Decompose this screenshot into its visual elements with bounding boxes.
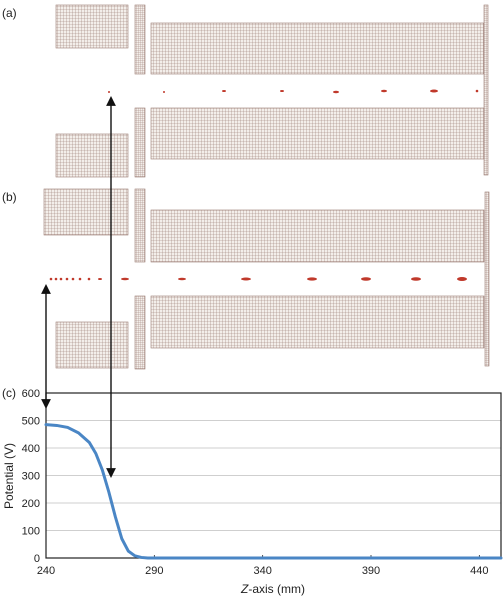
electrode-a-bottom-left — [55, 133, 129, 178]
correspondence-arrows — [41, 96, 116, 478]
electrode-a-bottom-long — [150, 107, 485, 160]
y-tick-label: 100 — [22, 526, 40, 538]
x-tick-label: 240 — [37, 565, 55, 577]
ion-trajectory-a — [108, 89, 479, 94]
x-axis-ticks: 240 290 340 390 440 — [37, 555, 489, 577]
electrode-a-top-ring — [134, 4, 146, 75]
y-tick-label: 200 — [22, 498, 40, 510]
x-tick-label: 440 — [470, 565, 488, 577]
potential-curve — [44, 423, 503, 560]
electrode-b-top-ring — [134, 188, 146, 263]
panel-c-label: (c) — [2, 386, 16, 400]
electrode-b-bottom-left — [55, 321, 129, 369]
x-tick-label: 390 — [362, 565, 380, 577]
electrode-a-bottom-ring — [134, 107, 146, 178]
ion-trajectory-b — [49, 277, 467, 281]
panel-b-label: (b) — [2, 190, 17, 204]
electrode-b-bottom-long — [150, 295, 485, 349]
y-tick-label: 0 — [34, 553, 40, 565]
x-tick-label: 290 — [145, 565, 163, 577]
y-tick-label: 600 — [22, 388, 40, 400]
electrode-b-top-left — [43, 188, 129, 236]
y-axis-ticks: 0 100 200 300 400 500 600 — [22, 388, 40, 565]
y-tick-label: 300 — [22, 471, 40, 483]
panel-a-label: (a) — [2, 6, 17, 20]
panel-a-simulation — [55, 4, 489, 178]
electrode-b-bottom-ring — [134, 295, 146, 370]
potential-chart: 0 100 200 300 400 500 600 240 290 340 390 440 Pote… — [2, 388, 503, 596]
electrode-b-top-long — [150, 209, 485, 263]
x-tick-label: 340 — [253, 565, 271, 577]
electrode-b-end-plate — [484, 191, 490, 367]
y-tick-label: 500 — [22, 416, 40, 428]
chart-gridlines — [46, 392, 501, 559]
electrode-a-top-left — [55, 4, 129, 49]
electrode-a-top-long — [150, 22, 485, 75]
y-axis-label: Potential (V) — [2, 443, 16, 509]
x-axis-label: Z-axis (mm) — [240, 582, 305, 596]
electrode-a-end-plate — [483, 4, 489, 176]
panel-b-simulation — [43, 188, 490, 370]
y-tick-label: 400 — [22, 443, 40, 455]
